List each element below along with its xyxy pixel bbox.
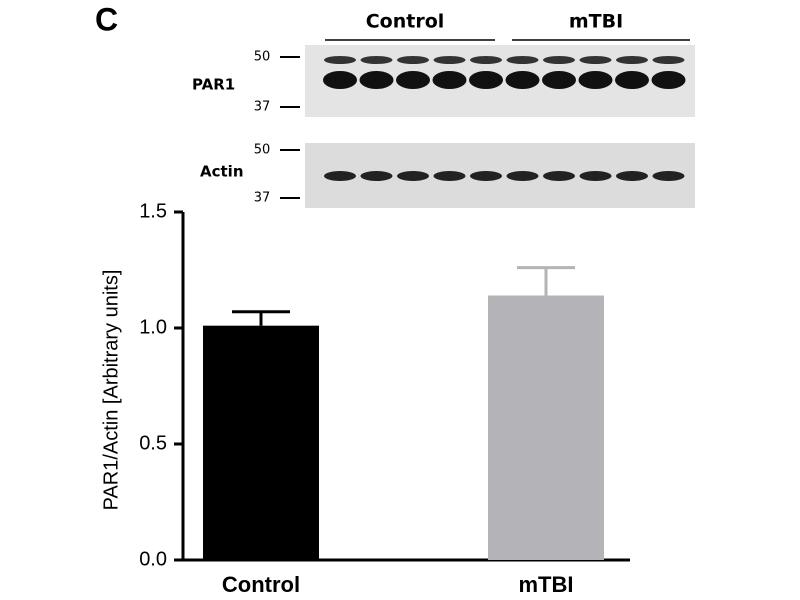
blot-band [324, 56, 356, 64]
blot-band [542, 71, 576, 89]
blot-band [432, 71, 467, 89]
blot-band [324, 171, 356, 181]
y-tick-label: 1.0 [139, 316, 167, 338]
bar [488, 295, 604, 560]
blot-band [616, 171, 648, 181]
blot-band [615, 71, 649, 89]
marker-label: 37 [254, 191, 271, 206]
blot-label: PAR1 [192, 76, 235, 94]
group-label: mTBI [569, 11, 623, 33]
blot-band [652, 56, 685, 64]
blot-band [579, 171, 612, 181]
y-axis-label: PAR1/Actin [Arbitrary units] [100, 270, 122, 511]
blot-band [651, 71, 686, 89]
marker-label: 37 [254, 100, 271, 115]
blot-band [469, 71, 503, 89]
blot-band [396, 71, 430, 89]
bar [203, 325, 319, 560]
blot-band [652, 171, 685, 181]
blot-band [433, 171, 466, 181]
blot-band [470, 171, 502, 181]
blot-band [578, 71, 613, 89]
marker-dashes [280, 56, 300, 199]
blot-band [360, 171, 393, 181]
blot-band [397, 171, 429, 181]
blot-band [359, 71, 394, 89]
panel-label: C [95, 1, 118, 37]
blot-band [506, 171, 539, 181]
y-tick-label: 0.0 [139, 548, 167, 570]
blot-band [505, 71, 540, 89]
blot-band [543, 56, 575, 64]
x-tick-label: Control [222, 572, 300, 597]
group-label: Control [366, 11, 445, 33]
x-tick-label: mTBI [519, 572, 574, 597]
y-tick-label: 0.5 [139, 432, 167, 454]
blot-band [323, 71, 357, 89]
marker-label: 50 [254, 50, 271, 65]
marker-label: 50 [254, 143, 271, 158]
blot-band [616, 56, 648, 64]
y-tick-label: 1.5 [139, 200, 167, 222]
blot-band [470, 56, 502, 64]
blot-band [397, 56, 429, 64]
blot-band [543, 171, 575, 181]
blot-band [360, 56, 393, 64]
blot-band [506, 56, 539, 64]
blot-label: Actin [200, 163, 244, 181]
blot-band [433, 56, 466, 64]
blot-band [579, 56, 612, 64]
